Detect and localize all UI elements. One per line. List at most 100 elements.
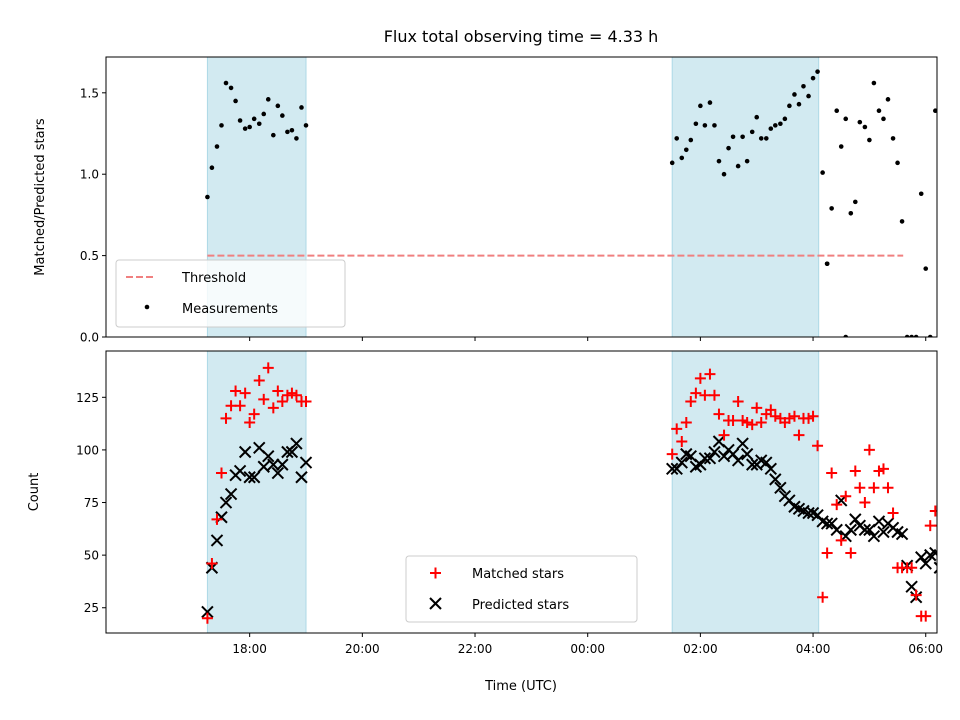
predicted-star-marker-67 — [877, 525, 890, 539]
legend-matched-label: Matched stars — [472, 567, 564, 582]
matched-star-marker-12 — [258, 393, 270, 405]
matched-star-marker-74 — [910, 589, 922, 601]
measurement-point-65 — [871, 80, 877, 86]
matched-star-marker-63 — [859, 497, 871, 509]
legend-predicted-swatch — [429, 597, 442, 610]
bottom-y-tick-label-2: 75 — [84, 496, 99, 510]
measurement-point-41 — [758, 136, 764, 141]
predicted-star-marker-78 — [929, 546, 937, 560]
legend-measurements-swatch — [144, 304, 150, 310]
matched-star-marker-61 — [849, 465, 861, 477]
x-tick-label-1: 20:00 — [345, 642, 380, 656]
matched-star-marker-0 — [201, 612, 213, 624]
top-axis-ticks: 0.0 0.5 1.0 1.5 — [80, 86, 927, 345]
predicted-star-marker-15 — [271, 466, 285, 480]
measurement-point-17 — [285, 129, 290, 135]
matched-star-marker-40 — [751, 402, 763, 414]
measurement-point-77 — [927, 334, 933, 337]
predicted-star-marker-61 — [849, 513, 862, 526]
predicted-star-marker-4 — [219, 496, 233, 509]
predicted-star-marker-29 — [698, 452, 712, 465]
matched-star-marker-1 — [206, 558, 218, 570]
matched-star-marker-80 — [939, 539, 950, 550]
measurement-point-69 — [890, 136, 896, 141]
matched-star-marker-32 — [713, 408, 725, 420]
matched-star-marker-35 — [727, 414, 739, 426]
bottom-axes-frame — [105, 350, 938, 634]
matched-star-marker-27 — [690, 387, 702, 399]
measurement-point-24 — [679, 155, 685, 161]
matched-star-marker-3 — [215, 467, 227, 479]
matched-star-marker-13 — [262, 362, 274, 374]
matched-star-marker-8 — [239, 387, 251, 399]
measurement-point-36 — [735, 163, 741, 169]
matched-star-marker-82 — [948, 602, 959, 613]
matched-star-marker-25 — [680, 417, 692, 429]
matched-star-marker-59 — [840, 490, 852, 502]
matched-star-marker-76 — [920, 610, 932, 622]
x-tick-label-2: 22:00 — [458, 642, 493, 656]
measurement-point-51 — [806, 93, 811, 99]
measurement-point-48 — [792, 92, 797, 97]
measurement-point-10 — [251, 116, 257, 122]
matched-star-marker-54 — [817, 591, 829, 603]
measurement-point-54 — [820, 170, 825, 175]
matched-star-marker-81 — [944, 592, 955, 603]
top-y-tick-label-2: 1.0 — [80, 168, 99, 182]
measurement-point-53 — [815, 69, 820, 74]
matched-star-marker-33 — [718, 429, 730, 441]
predicted-star-marker-76 — [919, 557, 932, 570]
predicted-star-marker-71 — [895, 527, 909, 541]
measurement-point-3 — [219, 123, 224, 128]
predicted-star-marker-43 — [764, 462, 778, 476]
predicted-star-marker-79 — [933, 561, 937, 574]
measurement-point-75 — [918, 191, 924, 197]
predicted-star-marker-8 — [238, 445, 252, 459]
measurement-point-63 — [862, 124, 868, 130]
matched-star-marker-52 — [807, 410, 819, 422]
predicted-star-marker-63 — [858, 523, 872, 537]
bottom-y-tick-label-0: 25 — [84, 601, 99, 615]
measurement-point-73 — [909, 334, 914, 337]
matched-star-marker-2 — [211, 513, 223, 525]
bottom-legend-box — [405, 555, 638, 623]
measurement-point-1 — [209, 165, 215, 170]
predicted-star-marker-81 — [944, 592, 955, 603]
predicted-star-marker-2 — [210, 534, 224, 547]
predicted-star-marker-5 — [224, 487, 238, 501]
measurement-point-61 — [853, 199, 858, 205]
matched-star-marker-73 — [906, 562, 918, 574]
predicted-star-marker-38 — [740, 447, 754, 461]
predicted-star-marker-66 — [872, 515, 886, 528]
measurement-point-29 — [702, 123, 708, 128]
predicted-star-marker-0 — [201, 605, 214, 619]
predicted-star-marker-13 — [262, 450, 275, 463]
matched-star-marker-48 — [788, 410, 800, 422]
measurement-point-58 — [838, 144, 844, 149]
measurement-point-34 — [726, 145, 731, 151]
measurement-point-80 — [942, 131, 947, 136]
legend-threshold-label: Threshold — [181, 271, 246, 286]
predicted-star-marker-9 — [243, 471, 256, 484]
top-y-tick-label-3: 1.5 — [80, 86, 99, 100]
measurement-point-31 — [712, 123, 717, 128]
predicted-star-marker-44 — [769, 473, 782, 486]
bottom-axis-ticks: 18:00 20:00 22:00 00:00 02:00 04:00 06:00 25 50 7… — [76, 391, 943, 656]
matched-star-marker-57 — [831, 499, 843, 511]
measurement-point-47 — [787, 103, 792, 109]
measurement-point-74 — [913, 334, 919, 337]
observing-window-1 — [671, 56, 820, 338]
bottom-y-tick-label-3: 100 — [76, 443, 99, 457]
legend-predicted-label: Predicted stars — [472, 598, 569, 613]
measurement-point-18 — [289, 127, 295, 133]
predicted-star-marker-37 — [736, 437, 749, 450]
matched-star-marker-53 — [812, 440, 824, 452]
predicted-star-marker-39 — [746, 458, 759, 471]
predicted-star-marker-60 — [844, 523, 858, 537]
predicted-star-marker-65 — [867, 529, 881, 543]
measurement-point-9 — [247, 124, 252, 130]
matched-star-marker-67 — [877, 463, 889, 475]
legend-measurements-label: Measurements — [182, 302, 278, 317]
measurement-point-46 — [782, 116, 788, 122]
